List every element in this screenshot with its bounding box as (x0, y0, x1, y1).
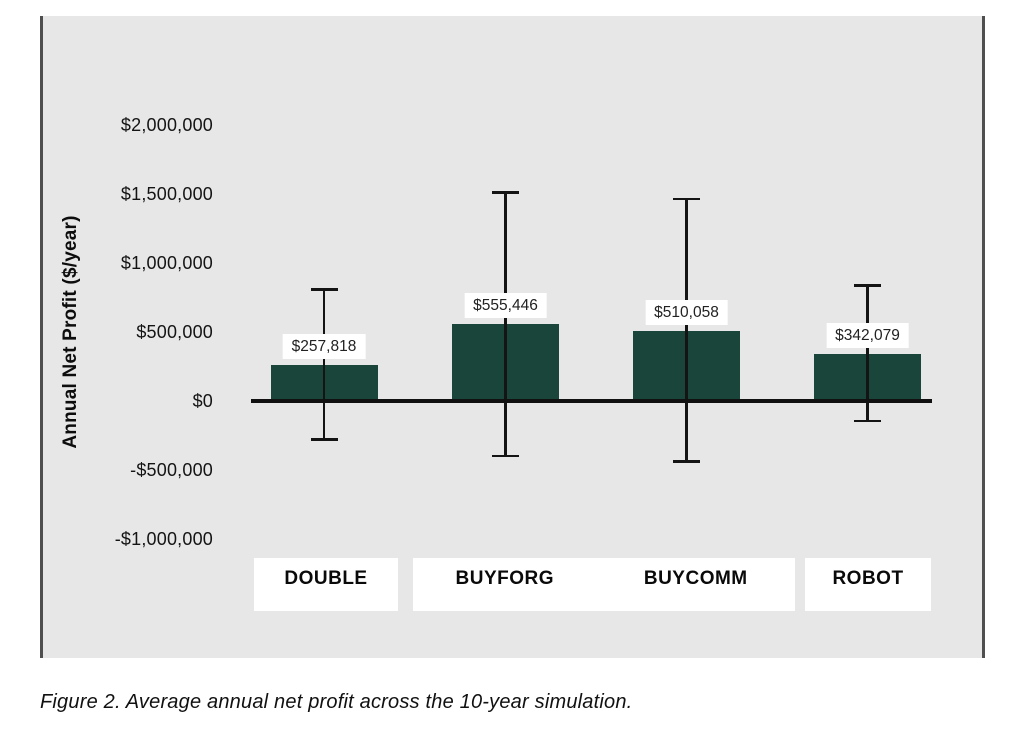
category-label-double: DOUBLE (254, 558, 398, 611)
error-bar-cap (310, 287, 338, 291)
error-bar-cap (673, 197, 700, 201)
y-tick-label: $1,500,000 (120, 184, 213, 204)
y-tick-label: $0 (192, 391, 213, 411)
y-tick-label: $1,000,000 (120, 253, 213, 273)
error-bar-cap (492, 191, 519, 194)
error-bar-cap (673, 460, 700, 463)
y-tick-label: $500,000 (136, 322, 213, 342)
value-label: $555,446 (464, 293, 547, 319)
y-tick-label: -$1,000,000 (114, 529, 213, 549)
error-bar-line (685, 198, 688, 462)
category-label-robot: ROBOT (805, 558, 931, 611)
value-label: $510,058 (645, 299, 728, 325)
chart-panel: Annual Net Profit ($/year) $2,000,000 $1,… (40, 16, 985, 658)
error-bar-line (866, 285, 869, 421)
value-label: $342,079 (826, 322, 909, 348)
value-label: $257,818 (282, 334, 366, 360)
category-label-buycomm: BUYCOMM (596, 558, 795, 611)
y-tick-label: $2,000,000 (120, 115, 213, 135)
error-bar-cap (854, 419, 881, 423)
category-label-buyforg: BUYFORG (413, 558, 597, 611)
figure-caption: Figure 2. Average annual net profit acro… (40, 691, 633, 713)
error-bar-cap (492, 454, 519, 458)
x-axis-line (251, 399, 932, 403)
error-bar-cap (310, 438, 338, 441)
y-tick-label: -$500,000 (130, 460, 213, 480)
error-bar-line (322, 289, 326, 440)
error-bar-cap (854, 284, 881, 288)
error-bar-line (504, 192, 507, 457)
